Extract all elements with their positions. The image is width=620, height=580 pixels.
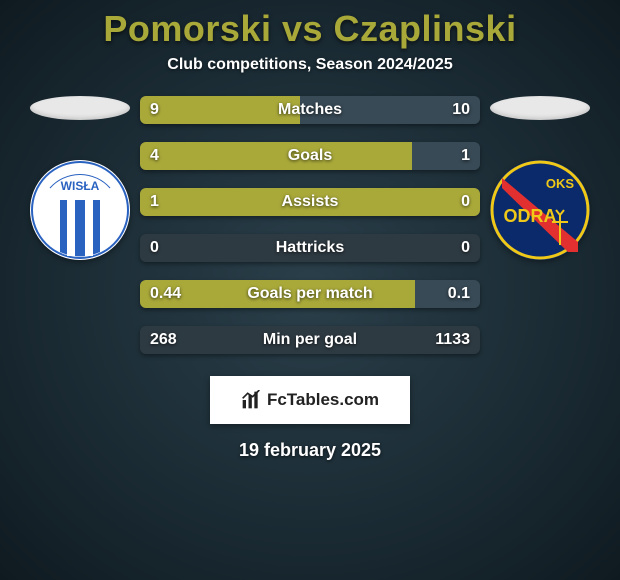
stat-label: Hattricks (140, 234, 480, 262)
stat-row-assists: 10Assists (140, 188, 480, 216)
stat-row-hattricks: 00Hattricks (140, 234, 480, 262)
stats-bars: 910Matches 41Goals 10Assists 00Hattricks 0.4… (140, 96, 480, 354)
stat-label: Assists (140, 188, 480, 216)
stat-row-min-per-goal: 2681133Min per goal (140, 326, 480, 354)
ellipse-left (30, 96, 130, 120)
stat-row-goals-per-match: 0.440.1Goals per match (140, 280, 480, 308)
date-text: 19 february 2025 (239, 440, 381, 461)
ellipse-right (490, 96, 590, 120)
stat-label: Matches (140, 96, 480, 124)
chart-icon (241, 390, 261, 410)
team-right-column: OKS ODRA (480, 96, 600, 260)
wisla-logo-svg: WISŁA (30, 160, 130, 260)
wisla-text: WISŁA (61, 179, 100, 193)
footer-brand-text: FcTables.com (267, 390, 379, 410)
odra-logo-svg: OKS ODRA (490, 160, 590, 260)
stat-row-goals: 41Goals (140, 142, 480, 170)
stat-label: Goals (140, 142, 480, 170)
content-row: WISŁA 910Matches 41Goals 10Assists 00Hattri… (0, 96, 620, 354)
team-left-logo: WISŁA (30, 160, 130, 260)
stat-label: Goals per match (140, 280, 480, 308)
page-subtitle: Club competitions, Season 2024/2025 (167, 56, 452, 74)
odra-text-main: ODRA (504, 206, 557, 226)
team-left-column: WISŁA (20, 96, 140, 260)
main-container: Pomorski vs Czaplinski Club competitions… (0, 0, 620, 580)
stat-row-matches: 910Matches (140, 96, 480, 124)
page-title: Pomorski vs Czaplinski (103, 8, 516, 50)
team-right-logo: OKS ODRA (490, 160, 590, 260)
stat-label: Min per goal (140, 326, 480, 354)
footer-brand-badge[interactable]: FcTables.com (210, 376, 410, 424)
odra-text-top: OKS (546, 176, 575, 191)
